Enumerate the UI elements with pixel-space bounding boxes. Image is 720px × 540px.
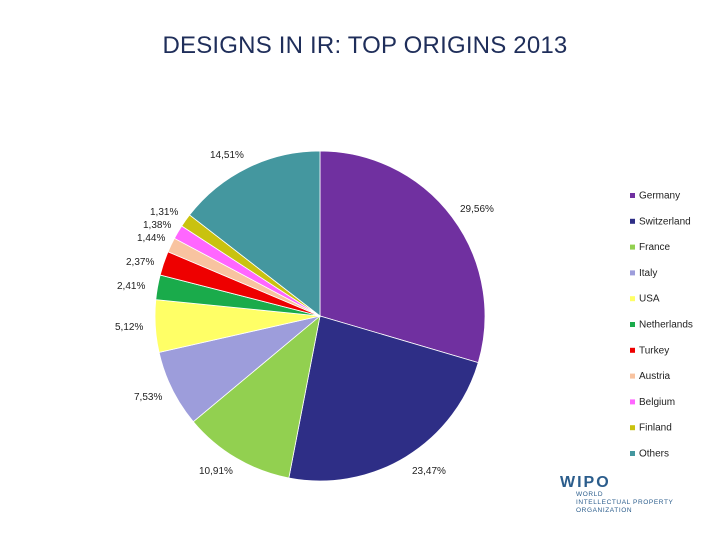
data-label-belgium: 1,38% — [143, 220, 171, 231]
pie-slice-germany — [319, 150, 486, 364]
pie-slice-france — [192, 314, 321, 479]
legend-swatch-italy — [630, 270, 635, 276]
data-label-france: 10,91% — [199, 466, 233, 477]
legend-swatch-others — [630, 451, 635, 456]
legend-swatch-germany — [630, 193, 635, 198]
wipo-logo-line3: ORGANIZATION — [576, 507, 632, 514]
data-label-turkey: 2,37% — [126, 257, 154, 268]
legend-swatch-austria — [630, 373, 635, 379]
legend-item-netherlands: Netherlands — [639, 320, 693, 331]
data-label-switzerland: 23,47% — [412, 466, 446, 477]
wipo-logo: WIPO WORLD INTELLECTUAL PROPERTY ORGANIZ… — [560, 474, 674, 514]
data-label-germany: 29,56% — [460, 204, 494, 215]
data-label-austria: 1,44% — [137, 233, 165, 244]
legend-swatch-france — [630, 244, 635, 250]
legend-item-france: France — [639, 242, 671, 253]
legend-swatch-switzerland — [630, 218, 635, 224]
wipo-logo-mark: WIPO — [560, 474, 611, 491]
legend-swatch-belgium — [630, 399, 635, 405]
legend-item-switzerland: Switzerland — [639, 216, 691, 227]
data-label-others: 14,51% — [210, 150, 244, 161]
data-label-finland: 1,31% — [150, 207, 178, 218]
legend-swatch-turkey — [630, 347, 635, 353]
legend-swatch-netherlands — [630, 322, 635, 327]
legend-item-finland: Finland — [639, 423, 672, 434]
legend-item-belgium: Belgium — [639, 397, 675, 408]
legend-item-italy: Italy — [639, 268, 657, 279]
legend: Germany Switzerland France Italy USA Netherla… — [630, 191, 693, 460]
data-label-netherlands: 2,41% — [117, 281, 145, 292]
pie-slices — [154, 150, 486, 482]
data-label-italy: 7,53% — [134, 392, 162, 403]
pie-labels: 29,56% 23,47% 10,91% 7,53% 5,12% 2,41% 2,37% 1,… — [115, 150, 494, 477]
wipo-logo-line1: WORLD — [576, 491, 603, 498]
chart-title: DESIGNS IN IR: TOP ORIGINS 2013 — [162, 32, 568, 59]
legend-item-austria: Austria — [639, 371, 671, 382]
legend-item-germany: Germany — [639, 191, 680, 202]
wipo-logo-line2: INTELLECTUAL PROPERTY — [576, 499, 674, 506]
pie-slice-others — [189, 150, 321, 317]
data-label-usa: 5,12% — [115, 322, 143, 333]
legend-item-turkey: Turkey — [639, 345, 669, 356]
legend-swatch-finland — [630, 425, 635, 431]
legend-swatch-usa — [630, 296, 635, 302]
pie-slice-switzerland — [288, 315, 479, 482]
legend-item-others: Others — [639, 449, 669, 460]
legend-item-usa: USA — [639, 294, 660, 305]
